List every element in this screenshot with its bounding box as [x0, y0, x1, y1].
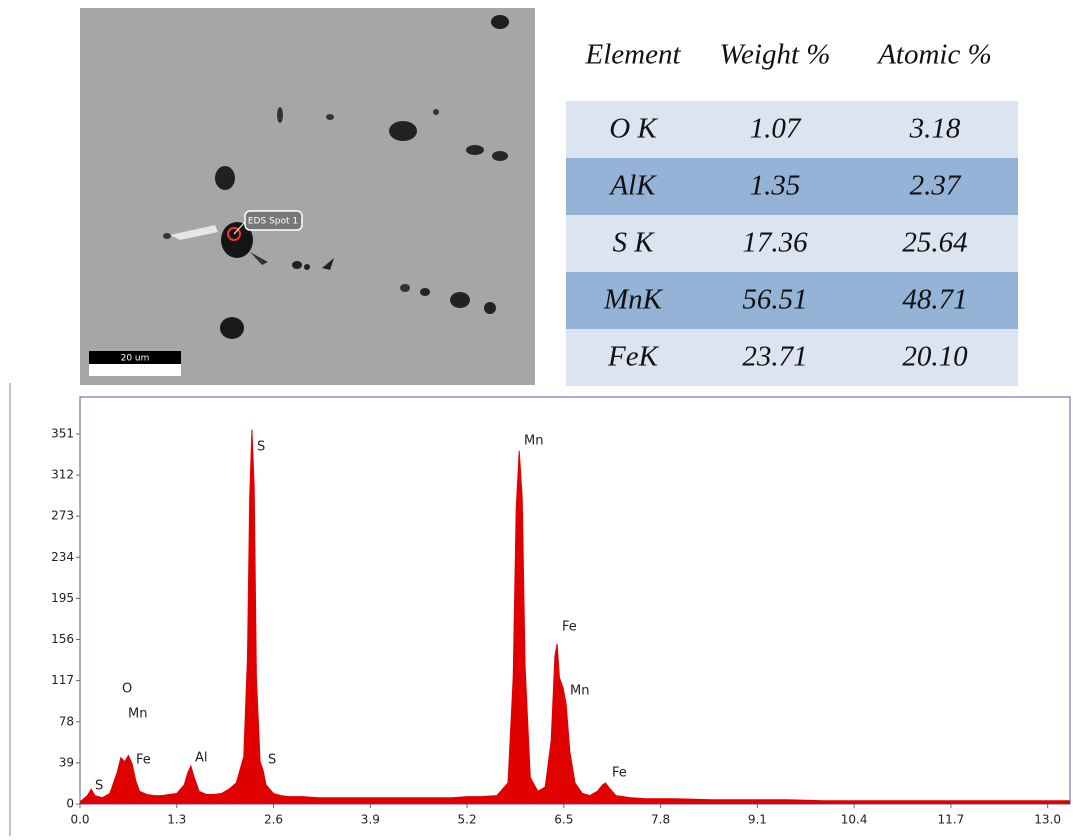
spectrum: 0 39 78 117 156 195 234 273 312 351 0.0 1.3 2.6 3.9 5.… — [51, 426, 1070, 826]
table-cell: 23.71 — [742, 341, 807, 373]
table-cell: AlK — [608, 170, 657, 202]
spectrum-line — [80, 430, 1070, 802]
figure: EDS Spot 1 20 um Element Weight % Atomic %… — [0, 0, 1073, 836]
y-tick-label: 273 — [51, 509, 74, 523]
x-tick-label: 5.2 — [458, 813, 477, 827]
peak-label: O — [122, 682, 132, 697]
y-tick-label: 39 — [59, 755, 74, 769]
peak-label: Mn — [128, 707, 147, 722]
spot-label: EDS Spot 1 — [248, 217, 298, 227]
peak-label: S — [95, 779, 103, 794]
table-cell: 3.18 — [909, 113, 961, 145]
peak-label: Mn — [570, 684, 589, 699]
table-cell: S K — [612, 227, 655, 259]
y-tick-label: 234 — [51, 550, 74, 564]
y-tick-label: 117 — [51, 673, 74, 687]
peak-label: S — [257, 440, 265, 455]
scale-label: 20 um — [121, 354, 150, 364]
x-tick-label: 10.4 — [841, 813, 868, 827]
table-cell: O K — [609, 113, 658, 145]
table-cell: 2.37 — [910, 170, 962, 202]
peak-label: Al — [195, 751, 208, 766]
peak-label: S — [268, 753, 276, 768]
spectrum-fill — [80, 430, 1070, 804]
column-header: Atomic % — [876, 39, 992, 71]
peak-label: Fe — [136, 753, 151, 768]
y-tick-label: 0 — [66, 797, 74, 811]
table: Element Weight % Atomic % O K 1.07 3.18 AlK 1.3… — [566, 39, 1018, 386]
x-tick-label: 6.5 — [554, 813, 573, 827]
peak-label: Mn — [524, 434, 543, 449]
peak-label: Fe — [612, 766, 627, 781]
table-cell: 1.07 — [750, 113, 802, 145]
column-header: Weight % — [720, 39, 831, 71]
sem-image: EDS Spot 1 20 um — [80, 8, 535, 385]
peak-label: Fe — [562, 620, 577, 635]
table-cell: 17.36 — [742, 227, 808, 259]
table-cell: 1.35 — [750, 170, 801, 202]
x-tick-label: 9.1 — [748, 813, 767, 827]
table-cell: 56.51 — [742, 284, 807, 316]
x-tick-label: 3.9 — [361, 813, 380, 827]
y-tick-label: 312 — [51, 468, 74, 482]
x-tick-label: 0.0 — [70, 813, 89, 827]
table-cell: 48.71 — [902, 284, 967, 316]
plot-frame — [80, 397, 1070, 804]
y-tick-label: 195 — [51, 591, 74, 605]
x-tick-label: 7.8 — [651, 813, 670, 827]
column-header: Element — [584, 39, 681, 71]
x-tick-label: 2.6 — [264, 813, 283, 827]
table-cell: MnK — [603, 284, 664, 316]
x-tick-label: 1.3 — [167, 813, 186, 827]
table-cell: FeK — [607, 341, 660, 373]
y-tick-label: 351 — [51, 426, 74, 440]
table-cell: 20.10 — [902, 341, 968, 373]
y-tick-label: 156 — [51, 632, 74, 646]
x-tick-label: 13.0 — [1034, 813, 1061, 827]
x-tick-label: 11.7 — [938, 813, 965, 827]
y-tick-label: 78 — [59, 714, 74, 728]
table-cell: 25.64 — [902, 227, 967, 259]
page: { "image": {"spot_label": "EDS Spot 1", … — [0, 0, 1073, 836]
